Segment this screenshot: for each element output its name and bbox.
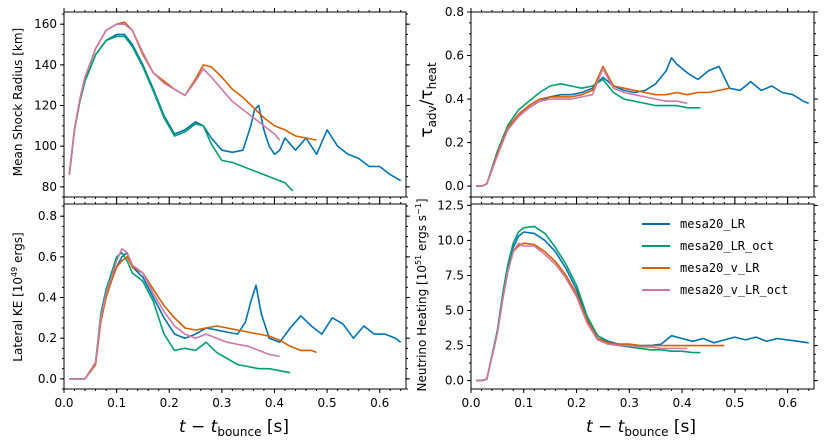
plot-frame [470,203,815,390]
xlabel-left: t − tbounce [s] [179,417,289,439]
y-tick-label: 0.2 [445,136,464,150]
series-line-mesa20_LR_oct [476,225,701,382]
y-tick-label: 100 [34,139,57,153]
x-tick-label: 0.3 [620,396,639,410]
y-tick-label: 0.8 [445,5,464,19]
panel-mean-shock-radius: 80 100 120 140 160 [34,8,410,201]
panel-tau-ratio: 0.0 0.2 0.4 0.6 0.8 [445,5,818,201]
y-tick-label: 7.5 [445,268,464,282]
y-tick-label: 12.5 [437,198,464,212]
plot-frame [63,11,407,198]
x-tick-label: 0.6 [370,396,389,410]
x-tick-label: 0.2 [160,396,179,410]
series-line-mesa20_v_LR_oct [476,242,688,382]
legend: mesa20_LR mesa20_LR_oct mesa20_v_LR mesa… [642,217,788,297]
series-line-mesa20_LR_oct [476,78,701,187]
ylabel-neutrino-heating: Neutrino Heating [1051 ergs s−1] [414,198,429,391]
y-tick-label: 2.5 [445,339,464,353]
x-tick-label: 0.4 [673,396,692,410]
y-tick-label: 0.8 [38,209,57,223]
y-tick-label: 0.6 [38,250,57,264]
plot-frame [470,11,815,198]
legend-label-mesa20_v_LR: mesa20_v_LR [680,261,760,275]
y-tick-label: 0.0 [445,179,464,193]
ylabel-lateral-ke: Lateral KE [1049 ergs] [10,232,25,361]
series-line-mesa20_v_LR [69,256,317,380]
y-tick-label: 10.0 [437,233,464,247]
y-tick-label: 0.6 [445,49,464,63]
panel-lateral-ke: 0.0 0.1 0.2 0.3 0.4 0.5 0.6 0.0 0.2 0.4 0.6 0.8 [38,200,410,410]
plot-frame [63,203,407,390]
series-line-mesa20_v_LR [476,65,730,187]
ylabel-tau-ratio: τadv/τheat [417,62,439,138]
series-line-mesa20_v_LR_oct [69,247,280,380]
panel-neutrino-heating: 0.0 0.1 0.2 0.3 0.4 0.5 0.6 0.0 2.5 5.0 7.5 10.0 12.… [437,198,818,410]
y-tick-label: 80 [42,180,57,194]
x-tick-label: 0.1 [514,396,533,410]
x-tick-label: 0.5 [318,396,337,410]
y-tick-label: 140 [34,58,57,72]
y-tick-label: 120 [34,99,57,113]
legend-label-mesa20_LR: mesa20_LR [680,217,746,231]
series-line-mesa20_LR [69,252,402,380]
series-line-mesa20_v_LR_oct [68,23,281,175]
series-line-mesa20_LR_oct [69,252,291,380]
ylabel-shock-radius: Mean Shock Radius [km] [11,28,25,177]
legend-label-mesa20_LR_oct: mesa20_LR_oct [680,239,774,253]
x-tick-label: 0.0 [54,396,73,410]
y-tick-label: 0.4 [38,291,57,305]
series-line-mesa20_LR [476,231,809,382]
x-tick-label: 0.0 [461,396,480,410]
y-tick-label: 0.2 [38,331,57,345]
y-tick-label: 160 [34,17,57,31]
series-line-mesa20_LR [476,56,810,187]
series-line-mesa20_LR [68,33,402,182]
series-line-mesa20_LR_oct [68,35,294,192]
y-tick-label: 0.4 [445,92,464,106]
x-tick-label: 0.1 [107,396,126,410]
y-tick-label: 0.0 [38,372,57,386]
x-tick-label: 0.4 [265,396,284,410]
y-tick-label: 0.0 [445,374,464,388]
series-line-mesa20_v_LR [68,21,317,175]
y-tick-label: 5.0 [445,304,464,318]
legend-label-mesa20_v_LR_oct: mesa20_v_LR_oct [680,283,788,297]
x-tick-label: 0.3 [212,396,231,410]
x-tick-label: 0.2 [567,396,586,410]
x-tick-label: 0.5 [725,396,744,410]
x-tick-label: 0.6 [778,396,797,410]
series-line-mesa20_v_LR_oct [476,67,688,187]
xlabel-right: t − tbounce [s] [586,417,696,439]
